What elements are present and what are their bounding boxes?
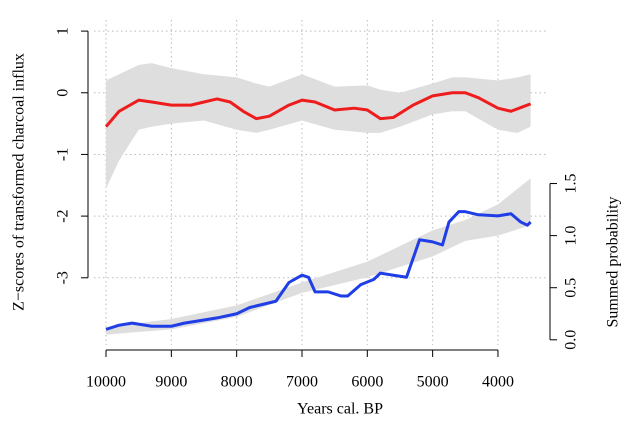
- y-tick-label: 0: [55, 89, 72, 97]
- x-tick-label: 6000: [351, 374, 383, 391]
- y2-tick-label: 0.5: [563, 278, 580, 298]
- y-tick-label: -1: [55, 148, 72, 161]
- data-line: [105, 210, 532, 331]
- x-tick-label: 8000: [221, 374, 253, 391]
- y2-axis-label: Summed probability: [605, 196, 622, 327]
- confidence-band: [106, 178, 531, 335]
- x-tick-label: 7000: [286, 374, 318, 391]
- y-axis-label: Z−scores of transformed charcoal influx: [11, 53, 28, 311]
- x-tick-label: 5000: [417, 374, 449, 391]
- x-tick-label: 9000: [155, 374, 187, 391]
- y2-tick-label: 1.5: [563, 174, 580, 194]
- y-tick-label: 1: [55, 27, 72, 35]
- y2-tick-label: 1.0: [563, 226, 580, 246]
- y-tick-label: -3: [55, 271, 72, 284]
- x-tick-label: 4000: [482, 374, 514, 391]
- data-line: [104, 91, 532, 128]
- x-tick-label: 10000: [86, 374, 126, 391]
- y-tick-label: -2: [55, 209, 72, 222]
- confidence-band: [106, 63, 531, 189]
- y2-tick-label: 0.0: [563, 330, 580, 350]
- x-axis-label: Years cal. BP: [297, 401, 383, 418]
